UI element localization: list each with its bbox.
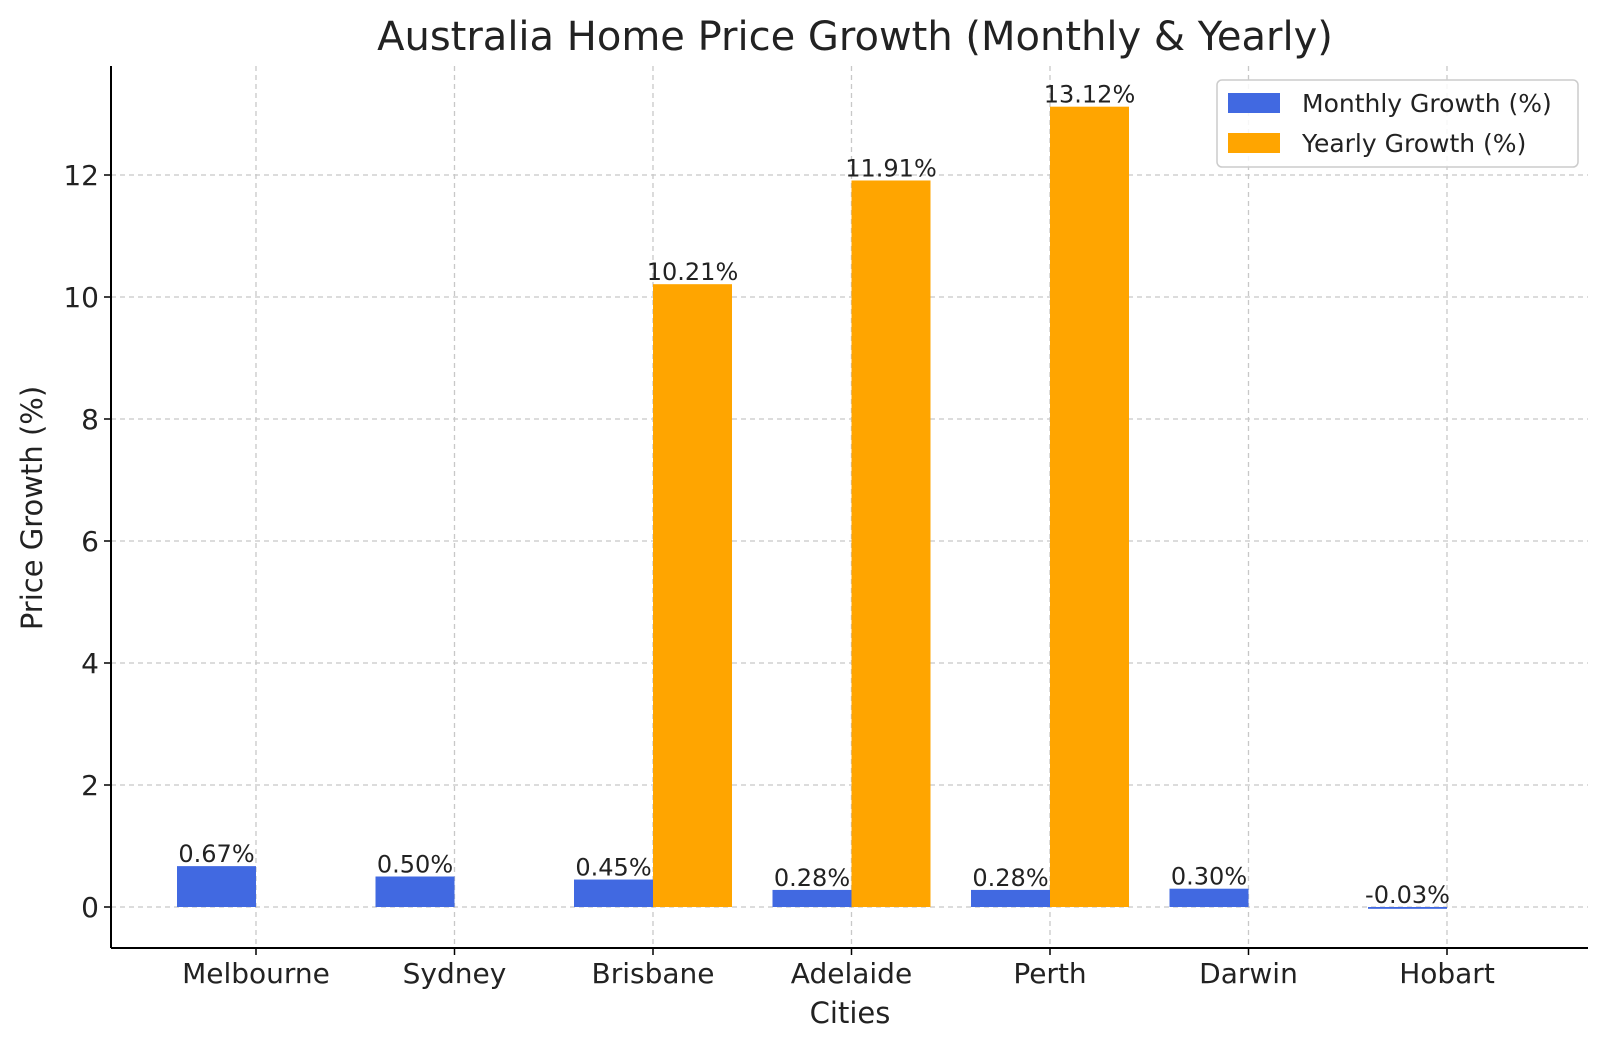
data-label: 13.12%	[1044, 81, 1136, 109]
y-tick-label: 0	[81, 891, 99, 924]
bars	[177, 106, 1447, 909]
data-labels: 0.67% 0.50% 0.45% 0.28% 0.28% 0.30% -0.03% 10.2…	[178, 81, 1450, 909]
data-label: 0.45%	[575, 854, 651, 882]
y-axis-ticks: 0 2 4 6 8 10 12	[63, 159, 111, 924]
y-tick-label: 10	[63, 281, 99, 314]
x-tick-label: Adelaide	[791, 957, 912, 990]
x-tick-label: Melbourne	[182, 957, 330, 990]
x-axis-ticks: Melbourne Sydney Brisbane Adelaide Perth Darw…	[182, 948, 1495, 990]
x-tick-label: Hobart	[1399, 957, 1495, 990]
legend-label-monthly: Monthly Growth (%)	[1302, 89, 1552, 118]
data-label: 0.50%	[377, 851, 453, 879]
x-tick-label: Perth	[1013, 957, 1086, 990]
data-label: 0.28%	[774, 864, 850, 892]
data-label: 11.91%	[845, 154, 937, 182]
y-tick-label: 8	[81, 403, 99, 436]
x-axis-label: Cities	[810, 996, 891, 1030]
bar-yearly	[851, 180, 931, 908]
data-label: 0.30%	[1171, 863, 1247, 891]
x-tick-label: Darwin	[1199, 957, 1298, 990]
bar-monthly	[1368, 907, 1447, 909]
data-label: 0.28%	[972, 864, 1048, 892]
legend-box	[1216, 79, 1579, 168]
legend-swatch-yearly	[1228, 133, 1280, 153]
chart-title: Australia Home Price Growth (Monthly & Y…	[377, 14, 1333, 60]
legend: Monthly Growth (%) Yearly Growth (%)	[1216, 79, 1579, 168]
bar-monthly	[1169, 888, 1249, 907]
y-tick-label: 12	[63, 159, 99, 192]
bar-monthly	[574, 879, 653, 907]
data-label: -0.03%	[1365, 881, 1450, 909]
bar-monthly	[971, 889, 1050, 907]
data-label: 0.67%	[178, 840, 254, 868]
x-tick-label: Brisbane	[592, 957, 715, 990]
bar-monthly	[772, 889, 852, 907]
bar-monthly	[177, 866, 256, 907]
y-tick-label: 6	[81, 525, 99, 558]
legend-label-yearly: Yearly Growth (%)	[1301, 129, 1526, 158]
bar-yearly	[653, 284, 732, 907]
legend-swatch-monthly	[1228, 93, 1280, 113]
bar-yearly	[1050, 106, 1129, 908]
y-axis-label: Price Growth (%)	[15, 386, 49, 630]
bar-monthly	[375, 876, 455, 907]
grid-lines	[111, 66, 1588, 948]
y-tick-label: 4	[81, 647, 99, 680]
y-tick-label: 2	[81, 769, 99, 802]
data-label: 10.21%	[647, 258, 739, 286]
x-tick-label: Sydney	[403, 957, 507, 990]
